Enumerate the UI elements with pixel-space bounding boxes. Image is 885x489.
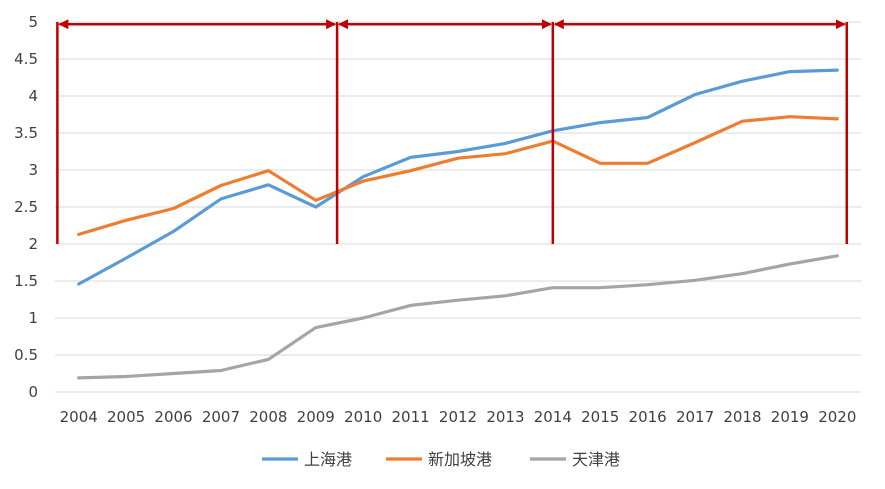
y-tick-label: 0.5 [14, 346, 38, 364]
x-tick-label: 2013 [486, 408, 524, 426]
y-tick-label: 4 [28, 87, 38, 105]
x-tick-label: 2011 [391, 408, 429, 426]
y-tick-label: 2.5 [14, 198, 38, 216]
y-tick-label: 2 [28, 235, 38, 253]
legend-label: 上海港 [304, 450, 352, 469]
x-tick-label: 2005 [107, 408, 145, 426]
series-lines [77, 68, 839, 380]
y-axis: 0 0.5 1 1.5 2 2.5 3 3.5 4 4.5 5 [14, 13, 38, 401]
x-tick-label: 2008 [249, 408, 287, 426]
x-tick-label: 2018 [723, 408, 761, 426]
x-tick-label: 2010 [344, 408, 382, 426]
x-tick-label: 2004 [60, 408, 98, 426]
series-line-2 [77, 254, 839, 380]
legend-label: 天津港 [572, 450, 620, 469]
y-tick-label: 3 [28, 161, 38, 179]
x-tick-label: 2019 [771, 408, 809, 426]
y-tick-label: 1.5 [14, 272, 38, 290]
x-tick-label: 2016 [629, 408, 667, 426]
y-tick-label: 1 [28, 309, 38, 327]
period-annotations [56, 19, 849, 244]
y-tick-label: 3.5 [14, 124, 38, 142]
legend: 上海港 新加坡港 天津港 [262, 450, 620, 469]
y-tick-label: 5 [28, 13, 38, 31]
series-line-0 [77, 68, 839, 286]
x-tick-label: 2009 [297, 408, 335, 426]
x-tick-label: 2015 [581, 408, 619, 426]
x-tick-label: 2014 [534, 408, 572, 426]
x-axis: 2004 2005 2006 2007 2008 2009 2010 2011 2012 2013… [60, 408, 857, 426]
x-tick-label: 2007 [202, 408, 240, 426]
legend-label: 新加坡港 [428, 450, 492, 469]
x-tick-label: 2017 [676, 408, 714, 426]
x-tick-label: 2020 [818, 408, 856, 426]
y-tick-label: 0 [28, 383, 38, 401]
x-tick-label: 2012 [439, 408, 477, 426]
series-line-1 [77, 115, 839, 236]
x-tick-label: 2006 [154, 408, 192, 426]
y-tick-label: 4.5 [14, 50, 38, 68]
